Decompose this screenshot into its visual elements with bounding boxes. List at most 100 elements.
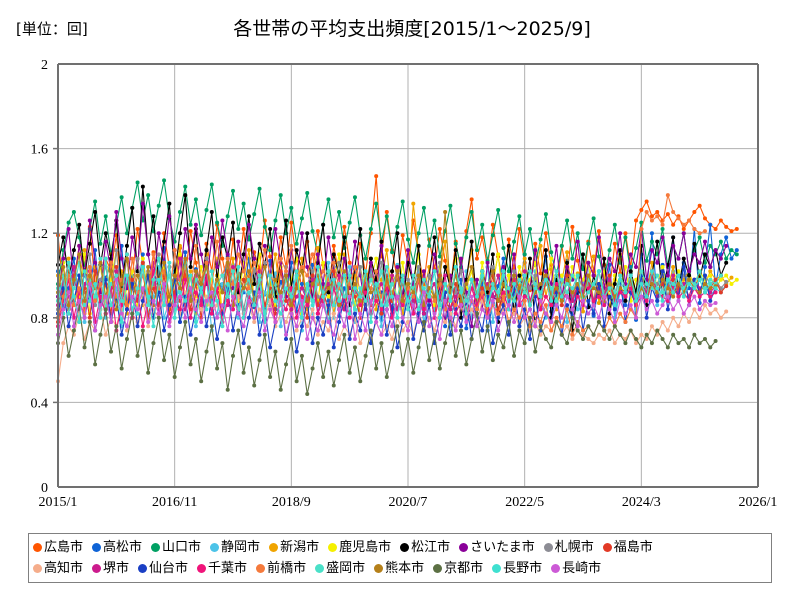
- plot-area-wrapper: 0 0.4 0.8 1.2 1.6 2 2015/1 2016/11 2018/9 2020/7 2…: [31, 58, 778, 510]
- data-point-marker: [119, 311, 124, 316]
- data-point-marker: [512, 239, 517, 244]
- data-point-marker: [406, 237, 410, 242]
- data-point-marker: [565, 218, 570, 223]
- data-point-marker: [649, 214, 654, 219]
- data-point-marker: [596, 269, 601, 274]
- legend-item[interactable]: 福島市: [602, 541, 653, 554]
- data-point-marker: [103, 239, 108, 244]
- data-point-marker: [326, 294, 331, 299]
- legend-item[interactable]: 前橋市: [256, 562, 306, 575]
- data-point-marker: [570, 290, 575, 295]
- data-point-marker: [586, 298, 591, 303]
- legend-item[interactable]: 高松市: [92, 541, 142, 554]
- legend-item[interactable]: 広島市: [33, 541, 83, 554]
- legend-item[interactable]: 札幌市: [543, 541, 594, 554]
- legend-item[interactable]: 長崎市: [551, 562, 601, 575]
- legend-item[interactable]: 千葉市: [197, 562, 247, 575]
- data-point-marker: [71, 328, 76, 333]
- data-point-marker: [347, 315, 352, 320]
- legend-item[interactable]: 松江市: [400, 541, 450, 554]
- data-point-marker: [490, 358, 495, 363]
- data-point-marker: [231, 220, 235, 225]
- data-point-marker: [421, 311, 426, 316]
- legend-item[interactable]: 新潟市: [269, 541, 319, 554]
- series-20[interactable]: [56, 277, 718, 341]
- data-point-marker: [581, 328, 585, 333]
- data-point-marker: [299, 315, 304, 320]
- data-point-marker: [538, 290, 543, 295]
- series-18[interactable]: [56, 303, 718, 396]
- legend-item[interactable]: 山口市: [151, 541, 201, 554]
- data-point-marker: [82, 315, 87, 320]
- data-point-marker: [490, 222, 495, 227]
- data-point-marker: [98, 294, 103, 299]
- legend-item[interactable]: さいたま市: [459, 541, 535, 554]
- legend-item[interactable]: 静岡市: [210, 541, 260, 554]
- data-point-marker: [549, 298, 554, 303]
- data-point-marker: [209, 290, 214, 295]
- data-point-marker: [496, 273, 501, 278]
- data-point-marker: [114, 307, 119, 312]
- legend-item[interactable]: 高知市: [33, 562, 83, 575]
- data-point-marker: [421, 269, 426, 274]
- data-point-marker: [543, 303, 548, 308]
- data-point-marker: [575, 328, 580, 333]
- data-point-marker: [278, 269, 283, 274]
- data-point-marker: [512, 320, 517, 325]
- data-point-marker: [220, 290, 225, 295]
- data-point-marker: [527, 226, 532, 231]
- data-point-marker: [109, 269, 114, 274]
- data-point-marker: [565, 341, 570, 346]
- legend-item[interactable]: 堺市: [92, 562, 129, 575]
- data-point-marker: [347, 265, 352, 270]
- legend-item[interactable]: 仙台市: [138, 562, 188, 575]
- data-point-marker: [565, 250, 570, 255]
- data-point-marker: [268, 248, 273, 253]
- legend-item[interactable]: 熊本市: [374, 562, 424, 575]
- data-point-marker: [596, 332, 601, 337]
- data-point-marker: [443, 320, 448, 325]
- data-point-marker: [151, 324, 156, 329]
- data-point-marker: [628, 286, 633, 291]
- data-point-marker: [384, 307, 389, 312]
- data-point-marker: [623, 290, 628, 295]
- legend-item[interactable]: 盛岡市: [315, 562, 365, 575]
- data-point-marker: [612, 307, 617, 312]
- data-point-marker: [575, 239, 580, 244]
- data-point-marker: [384, 375, 389, 380]
- data-point-marker: [379, 332, 384, 337]
- data-point-marker: [358, 226, 363, 231]
- data-point-marker: [448, 307, 453, 312]
- data-point-marker: [480, 273, 485, 278]
- data-point-marker: [649, 231, 654, 236]
- data-point-marker: [130, 311, 135, 316]
- data-point-marker: [252, 303, 257, 308]
- data-point-marker: [294, 286, 299, 291]
- data-point-marker: [527, 315, 532, 320]
- legend-marker-icon: [433, 564, 443, 573]
- data-point-marker: [305, 281, 310, 286]
- legend-marker-icon: [138, 564, 148, 573]
- data-point-marker: [241, 269, 246, 274]
- data-point-marker: [77, 222, 82, 227]
- data-point-marker: [146, 294, 151, 299]
- data-point-marker: [204, 256, 209, 261]
- series-3[interactable]: [56, 178, 739, 286]
- data-point-marker: [586, 311, 591, 316]
- data-point-marker: [591, 311, 596, 316]
- unit-label: [単位：回]: [16, 20, 88, 38]
- data-point-marker: [384, 265, 389, 270]
- legend-item[interactable]: 鹿児島市: [328, 541, 391, 554]
- data-point-marker: [246, 248, 251, 253]
- legend-item[interactable]: 長野市: [492, 562, 542, 575]
- data-point-marker: [109, 260, 114, 265]
- y-tick-label: 0.4: [31, 396, 49, 411]
- data-point-marker: [305, 298, 310, 303]
- data-point-marker: [289, 243, 294, 248]
- data-point-marker: [358, 341, 363, 346]
- data-point-marker: [61, 265, 66, 270]
- data-point-marker: [687, 345, 692, 350]
- data-point-marker: [708, 269, 713, 274]
- data-point-marker: [671, 222, 676, 227]
- legend-item[interactable]: 京都市: [433, 562, 483, 575]
